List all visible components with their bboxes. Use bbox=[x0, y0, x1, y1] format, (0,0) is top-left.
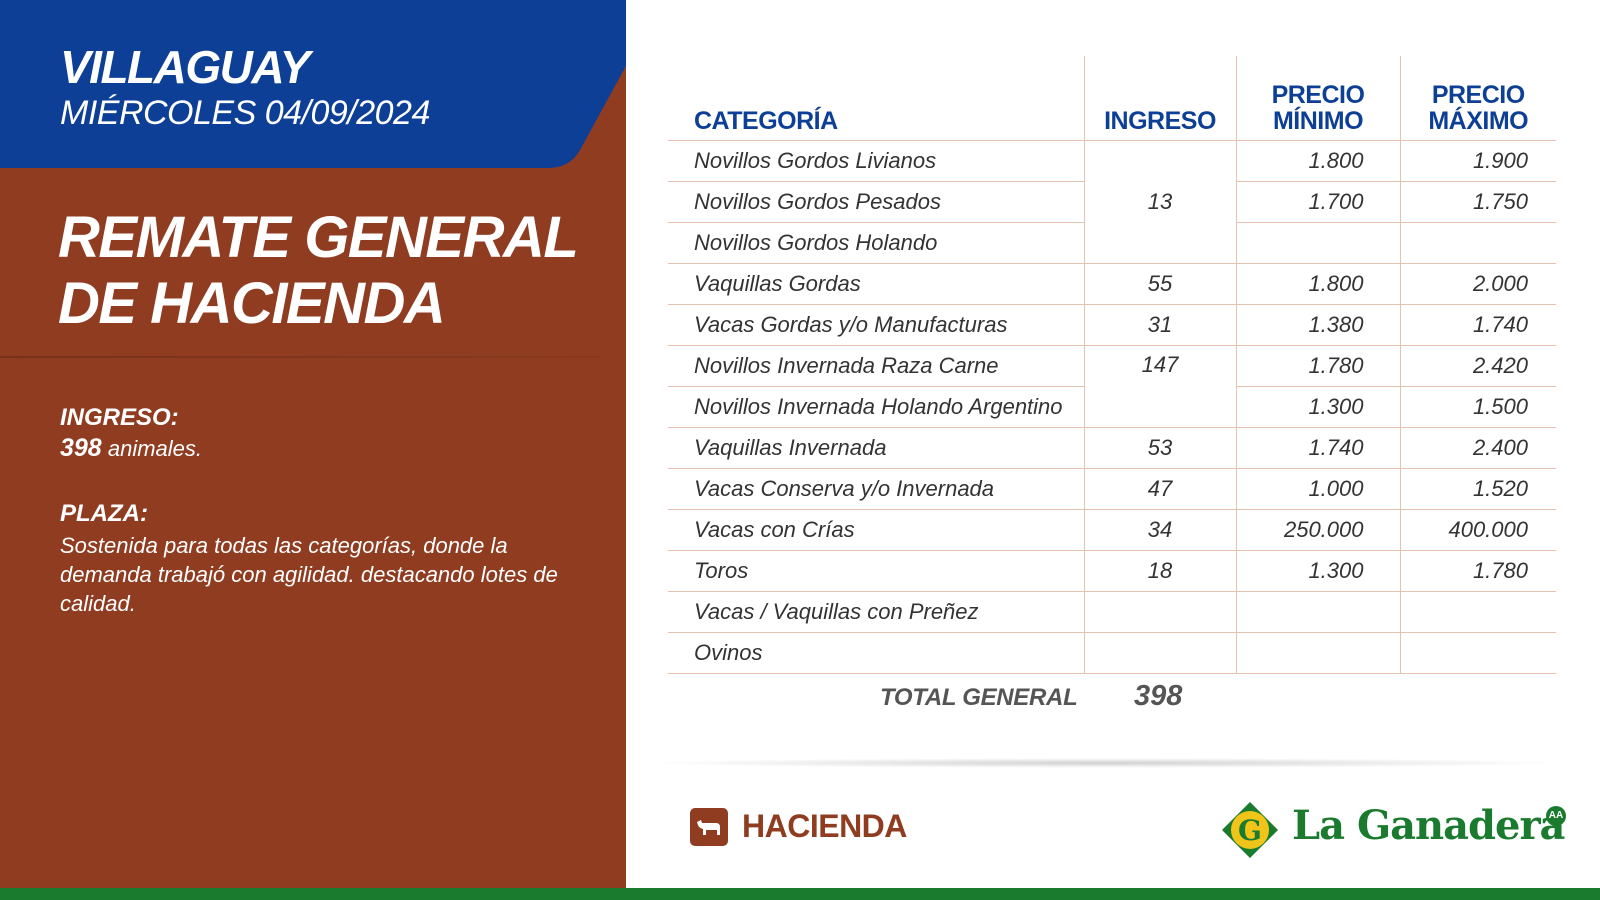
cell-precio-maximo: 2.000 bbox=[1399, 263, 1556, 304]
cell-ingreso: 34 bbox=[1083, 509, 1236, 550]
header-precio-maximo: PRECIO MÁXIMO bbox=[1399, 56, 1556, 140]
header-precio-minimo-line2: MÍNIMO bbox=[1272, 106, 1364, 135]
table-body: Novillos Gordos Livianos 13 1.800 1.900 … bbox=[668, 140, 1556, 673]
header-banner-shape bbox=[0, 0, 626, 168]
left-panel: VILLAGUAY MIÉRCOLES 04/09/2024 REMATE GE… bbox=[0, 0, 626, 888]
cell-precio-maximo: 2.400 bbox=[1399, 427, 1556, 468]
cell-precio-maximo bbox=[1399, 591, 1556, 632]
cell-precio-minimo: 1.380 bbox=[1235, 304, 1400, 345]
logo-badge-icon: AA bbox=[1546, 806, 1566, 826]
header-precio-minimo: PRECIO MÍNIMO bbox=[1235, 56, 1400, 140]
title-line-1: REMATE GENERAL bbox=[58, 205, 579, 270]
cell-ingreso: 47 bbox=[1083, 468, 1236, 509]
cell-categoria: Novillos Gordos Livianos bbox=[694, 147, 937, 173]
cell-precio-minimo bbox=[1235, 591, 1400, 632]
cell-ingreso bbox=[1083, 632, 1236, 673]
cell-precio-minimo: 1.740 bbox=[1235, 427, 1400, 468]
table-row: Novillos Invernada Raza Carne 147 1.780 … bbox=[668, 345, 1556, 427]
cell-precio-maximo bbox=[1399, 222, 1556, 263]
logo-mark-letter: G bbox=[1238, 814, 1262, 847]
table-row: Toros 18 1.300 1.780 bbox=[668, 550, 1556, 591]
cell-precio-minimo: 1.300 bbox=[1235, 550, 1400, 591]
header-categoria: CATEGORÍA bbox=[694, 106, 838, 135]
cell-precio-minimo: 1.000 bbox=[1235, 468, 1400, 509]
cell-categoria: Toros bbox=[694, 557, 749, 583]
ingreso-value: 398 animales. bbox=[60, 434, 202, 463]
cell-ingreso bbox=[1083, 591, 1236, 632]
cell-ingreso: 53 bbox=[1083, 427, 1236, 468]
la-ganadera-logo-mark: G bbox=[1220, 800, 1280, 860]
title-line-2: DE HACIENDA bbox=[58, 271, 446, 336]
cell-precio-maximo: 2.420 bbox=[1399, 345, 1556, 386]
cell-categoria: Novillos Gordos Holando bbox=[694, 229, 938, 255]
total-general-value: 398 bbox=[1134, 680, 1183, 712]
table-header-row: CATEGORÍA INGRESO PRECIO MÍNIMO PRECIO M… bbox=[668, 56, 1556, 140]
city-name: VILLAGUAY bbox=[60, 41, 310, 93]
event-date: MIÉRCOLES 04/09/2024 bbox=[60, 94, 430, 132]
cell-precio-maximo: 1.900 bbox=[1399, 140, 1556, 181]
header-precio-maximo-line1: PRECIO bbox=[1431, 80, 1525, 109]
table-row: Vacas Gordas y/o Manufacturas 31 1.380 1… bbox=[668, 304, 1556, 345]
cell-ingreso: 147 bbox=[1083, 345, 1236, 427]
cell-precio-minimo: 1.700 bbox=[1235, 181, 1400, 222]
table-row: Vacas Conserva y/o Invernada 47 1.000 1.… bbox=[668, 468, 1556, 509]
la-ganadera-logo-text: La Ganadera bbox=[1292, 802, 1565, 849]
cell-categoria: Vaquillas Gordas bbox=[694, 270, 861, 296]
ingreso-label: INGRESO: bbox=[60, 404, 179, 431]
table-row: Vaquillas Invernada 53 1.740 2.400 bbox=[668, 427, 1556, 468]
divider bbox=[0, 356, 600, 358]
table-row: Vaquillas Gordas 55 1.800 2.000 bbox=[668, 263, 1556, 304]
plaza-label: PLAZA: bbox=[60, 500, 148, 527]
total-general-label: TOTAL GENERAL bbox=[880, 684, 1078, 711]
section-shadow-divider bbox=[640, 758, 1570, 768]
cell-ingreso: 13 bbox=[1083, 140, 1236, 263]
prices-table: CATEGORÍA INGRESO PRECIO MÍNIMO PRECIO M… bbox=[668, 56, 1556, 674]
cell-categoria: Vaquillas Invernada bbox=[694, 434, 887, 460]
table-row: Vacas / Vaquillas con Preñez bbox=[668, 591, 1556, 632]
cell-precio-maximo bbox=[1399, 632, 1556, 673]
cell-precio-minimo: 1.300 bbox=[1235, 386, 1400, 427]
table-row: Novillos Gordos Livianos 13 1.800 1.900 bbox=[668, 140, 1556, 263]
header-precio-maximo-line2: MÁXIMO bbox=[1428, 106, 1529, 135]
table-row: Novillos Invernada Holando Argentino 1.3… bbox=[668, 386, 1556, 427]
plaza-text: Sostenida para todas las categorías, don… bbox=[60, 533, 558, 616]
cell-ingreso: 31 bbox=[1083, 304, 1236, 345]
cell-precio-minimo: 250.000 bbox=[1235, 509, 1400, 550]
cell-precio-minimo: 1.800 bbox=[1235, 263, 1400, 304]
cell-categoria: Vacas Gordas y/o Manufacturas bbox=[694, 311, 1008, 337]
page-title: REMATE GENERAL DE HACIENDA bbox=[58, 205, 598, 337]
table-row: Novillos Gordos Pesados 1.700 1.750 bbox=[668, 181, 1556, 222]
prices-table-container: CATEGORÍA INGRESO PRECIO MÍNIMO PRECIO M… bbox=[668, 56, 1556, 674]
cell-ingreso: 55 bbox=[1083, 263, 1236, 304]
bottom-bar bbox=[0, 888, 1600, 900]
cell-categoria: Vacas con Crías bbox=[694, 516, 855, 542]
ingreso-unit: animales. bbox=[107, 436, 202, 461]
cell-categoria: Vacas / Vaquillas con Preñez bbox=[694, 598, 979, 624]
header-banner: VILLAGUAY MIÉRCOLES 04/09/2024 bbox=[0, 0, 626, 170]
cell-precio-maximo: 1.520 bbox=[1399, 468, 1556, 509]
table-row: Vacas con Crías 34 250.000 400.000 bbox=[668, 509, 1556, 550]
cell-categoria: Novillos Invernada Raza Carne bbox=[694, 352, 999, 378]
ingreso-count: 398 bbox=[60, 434, 102, 462]
cell-precio-maximo: 1.780 bbox=[1399, 550, 1556, 591]
cell-precio-minimo: 1.800 bbox=[1235, 140, 1400, 181]
cell-categoria: Ovinos bbox=[694, 639, 763, 665]
header-ingreso: INGRESO bbox=[1083, 56, 1236, 140]
cell-precio-maximo: 400.000 bbox=[1399, 509, 1556, 550]
cattle-icon bbox=[690, 808, 728, 846]
cell-precio-maximo: 1.500 bbox=[1399, 386, 1556, 427]
table-row: Novillos Gordos Holando bbox=[668, 222, 1556, 263]
cell-precio-minimo bbox=[1235, 632, 1400, 673]
cell-categoria: Novillos Gordos Pesados bbox=[694, 188, 942, 214]
cell-categoria: Vacas Conserva y/o Invernada bbox=[694, 475, 995, 501]
cell-precio-minimo bbox=[1235, 222, 1400, 263]
cell-precio-maximo: 1.740 bbox=[1399, 304, 1556, 345]
table-row: Ovinos bbox=[668, 632, 1556, 673]
header-precio-minimo-line1: PRECIO bbox=[1271, 80, 1365, 109]
cell-precio-minimo: 1.780 bbox=[1235, 345, 1400, 386]
cell-precio-maximo: 1.750 bbox=[1399, 181, 1556, 222]
cell-categoria: Novillos Invernada Holando Argentino bbox=[694, 393, 1063, 419]
cell-ingreso: 18 bbox=[1083, 550, 1236, 591]
section-label-hacienda: HACIENDA bbox=[742, 808, 907, 844]
